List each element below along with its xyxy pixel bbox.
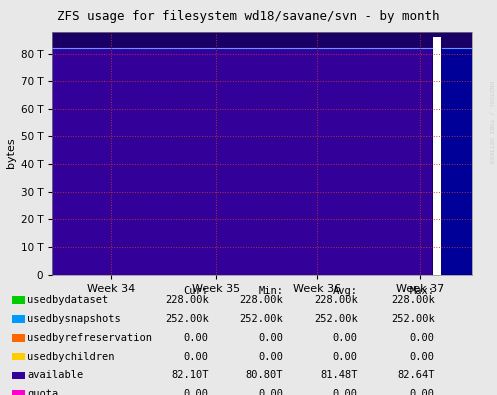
Text: usedbydataset: usedbydataset bbox=[27, 295, 108, 305]
Text: Min:: Min: bbox=[258, 286, 283, 296]
Text: available: available bbox=[27, 371, 83, 380]
Text: 252.00k: 252.00k bbox=[165, 314, 209, 324]
Text: ZFS usage for filesystem wd18/savane/svn - by month: ZFS usage for filesystem wd18/savane/svn… bbox=[57, 10, 440, 23]
Text: 0.00: 0.00 bbox=[184, 389, 209, 395]
Text: 228.00k: 228.00k bbox=[391, 295, 435, 305]
Text: usedbysnapshots: usedbysnapshots bbox=[27, 314, 121, 324]
Text: Avg:: Avg: bbox=[333, 286, 358, 296]
Y-axis label: bytes: bytes bbox=[6, 138, 16, 168]
Text: 0.00: 0.00 bbox=[333, 352, 358, 361]
Text: 0.00: 0.00 bbox=[333, 389, 358, 395]
Text: 252.00k: 252.00k bbox=[314, 314, 358, 324]
Text: 0.00: 0.00 bbox=[410, 333, 435, 342]
Text: 0.00: 0.00 bbox=[258, 333, 283, 342]
Text: 0.00: 0.00 bbox=[410, 389, 435, 395]
Text: 228.00k: 228.00k bbox=[240, 295, 283, 305]
Text: RRDTOOL / TOBI OETIKER: RRDTOOL / TOBI OETIKER bbox=[489, 81, 494, 164]
Text: Cur:: Cur: bbox=[184, 286, 209, 296]
Text: 0.00: 0.00 bbox=[184, 352, 209, 361]
Text: 0.00: 0.00 bbox=[333, 333, 358, 342]
Text: 81.48T: 81.48T bbox=[321, 371, 358, 380]
Text: 228.00k: 228.00k bbox=[314, 295, 358, 305]
Text: Max:: Max: bbox=[410, 286, 435, 296]
Text: 0.00: 0.00 bbox=[184, 333, 209, 342]
Text: 80.80T: 80.80T bbox=[246, 371, 283, 380]
Text: 252.00k: 252.00k bbox=[240, 314, 283, 324]
Text: quota: quota bbox=[27, 389, 59, 395]
Text: 0.00: 0.00 bbox=[258, 389, 283, 395]
Text: 228.00k: 228.00k bbox=[165, 295, 209, 305]
Text: 0.00: 0.00 bbox=[258, 352, 283, 361]
Text: 82.64T: 82.64T bbox=[398, 371, 435, 380]
Text: 0.00: 0.00 bbox=[410, 352, 435, 361]
Text: usedbyrefreservation: usedbyrefreservation bbox=[27, 333, 153, 342]
Text: 252.00k: 252.00k bbox=[391, 314, 435, 324]
Text: 82.10T: 82.10T bbox=[171, 371, 209, 380]
Text: usedbychildren: usedbychildren bbox=[27, 352, 115, 361]
